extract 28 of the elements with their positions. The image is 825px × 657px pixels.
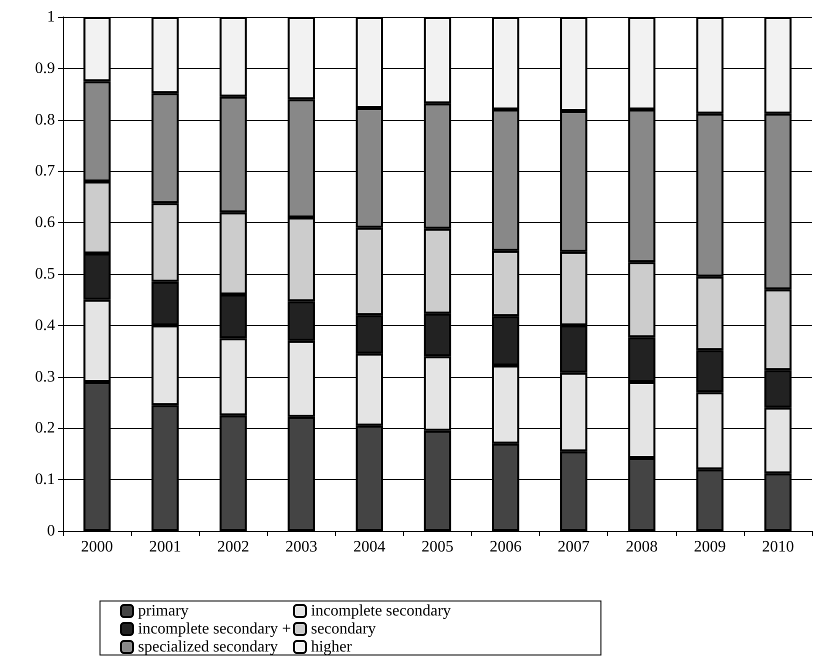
x-tick-label: 2001 [149, 538, 182, 556]
x-tick-label: 2004 [353, 538, 386, 556]
x-tick-label: 2005 [422, 538, 454, 556]
x-tick-label: 2010 [762, 538, 794, 556]
y-tick-label: 0.6 [35, 214, 55, 232]
y-tick-label: 0.1 [35, 471, 55, 488]
legend-label: primary [138, 602, 189, 620]
legend-label: incomplete secondary + [138, 620, 291, 638]
x-tick-label: 2000 [81, 538, 114, 556]
y-tick-label: 0.7 [35, 162, 55, 180]
y-tick-label: 0.9 [35, 60, 55, 77]
y-tick-label: 0.2 [35, 420, 55, 437]
y-tick-label: 1 [47, 8, 55, 26]
legend-label: secondary [310, 620, 376, 638]
legend-label: specialized secondary [138, 638, 278, 656]
legend-label: higher [310, 638, 353, 656]
x-tick-label: 2008 [626, 538, 658, 556]
y-tick-label: 0.5 [35, 266, 55, 282]
x-tick-label: 2002 [217, 538, 250, 556]
x-tick-label: 2009 [694, 538, 726, 556]
y-tick-label: 0.8 [35, 111, 55, 128]
legend-label: incomplete secondary [310, 602, 451, 620]
x-tick-label: 2003 [285, 538, 318, 556]
y-tick-label: 0 [47, 522, 55, 540]
x-tick-label: 2007 [558, 538, 590, 556]
y-tick-label: 0.4 [35, 316, 55, 334]
x-tick-label: 2006 [490, 538, 522, 556]
y-tick-label: 0.3 [35, 368, 55, 386]
